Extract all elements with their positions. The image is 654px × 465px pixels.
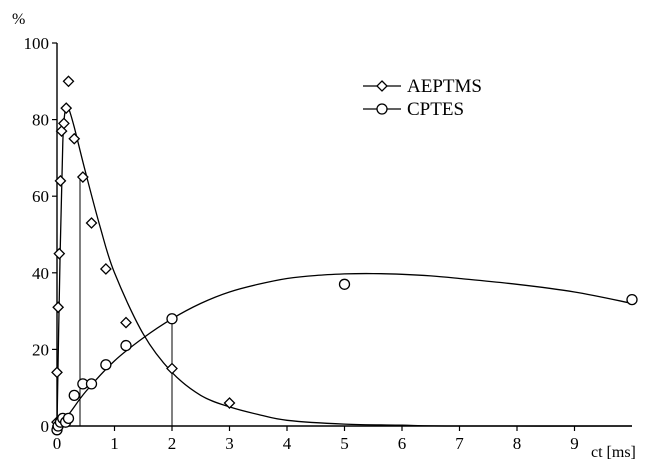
data-point-cptes <box>68 389 80 402</box>
y-axis-label: % <box>12 11 25 28</box>
x-tick-label: 3 <box>225 434 234 453</box>
x-tick-label: 4 <box>283 434 292 453</box>
legend-label-cptes: CPTES <box>407 99 464 120</box>
x-axis-label: ct [ms] <box>591 444 636 461</box>
x-tick-label: 5 <box>340 434 349 453</box>
data-point-cptes <box>166 313 178 325</box>
legend-item-cptes: CPTES <box>363 99 464 120</box>
fit-curve-cptes <box>56 272 633 427</box>
x-tick-label: 8 <box>513 434 522 453</box>
data-point-aeptms <box>76 171 89 183</box>
y-tick-label: 60 <box>32 187 49 206</box>
legend: AEPTMS CPTES <box>363 76 482 120</box>
y-tick-label: 100 <box>24 34 50 53</box>
legend-item-aeptms: AEPTMS <box>363 76 482 97</box>
data-point-aeptms <box>223 397 236 409</box>
data-point-aeptms <box>85 217 98 229</box>
plot-area: 0 20 40 60 80 100 0 1 2 3 4 5 6 7 8 9 <box>24 34 638 453</box>
x-ticks: 0 1 2 3 4 5 6 7 8 9 <box>53 426 579 453</box>
data-point-cptes <box>100 359 112 371</box>
y-tick-label: 80 <box>32 111 49 130</box>
x-tick-label: 6 <box>398 434 407 453</box>
data-point-aeptms <box>54 174 67 187</box>
y-tick-label: 40 <box>32 264 49 283</box>
y-tick-label: 20 <box>32 340 49 359</box>
data-point-aeptms <box>53 247 66 260</box>
data-point-aeptms <box>62 75 75 88</box>
fit-curves <box>56 104 633 427</box>
diamond-marker-icon <box>376 80 388 92</box>
data-point-aeptms <box>120 316 132 329</box>
y-tick-label: 0 <box>41 417 50 436</box>
x-tick-label: 1 <box>110 434 119 453</box>
data-point-cptes <box>338 278 351 290</box>
data-point-aeptms <box>57 117 70 130</box>
x-tick-label: 2 <box>168 434 177 453</box>
data-point-aeptms <box>60 102 73 115</box>
data-point-aeptms <box>99 263 112 275</box>
data-point-aeptms <box>51 366 63 379</box>
fit-curve-aeptms <box>56 104 633 427</box>
data-point-aeptms <box>166 362 178 375</box>
data-markers <box>51 75 638 436</box>
data-point-aeptms <box>68 132 81 145</box>
circle-marker-icon <box>376 103 388 115</box>
x-tick-label: 9 <box>570 434 579 453</box>
data-point-cptes <box>62 412 75 424</box>
y-ticks: 0 20 40 60 80 100 <box>24 34 57 436</box>
data-point-cptes <box>120 339 132 352</box>
data-point-aeptms <box>52 301 65 314</box>
data-point-cptes <box>626 293 638 306</box>
legend-label-aeptms: AEPTMS <box>407 76 482 97</box>
x-tick-label: 7 <box>455 434 464 453</box>
data-point-cptes <box>85 378 98 390</box>
x-tick-label: 0 <box>53 434 62 453</box>
